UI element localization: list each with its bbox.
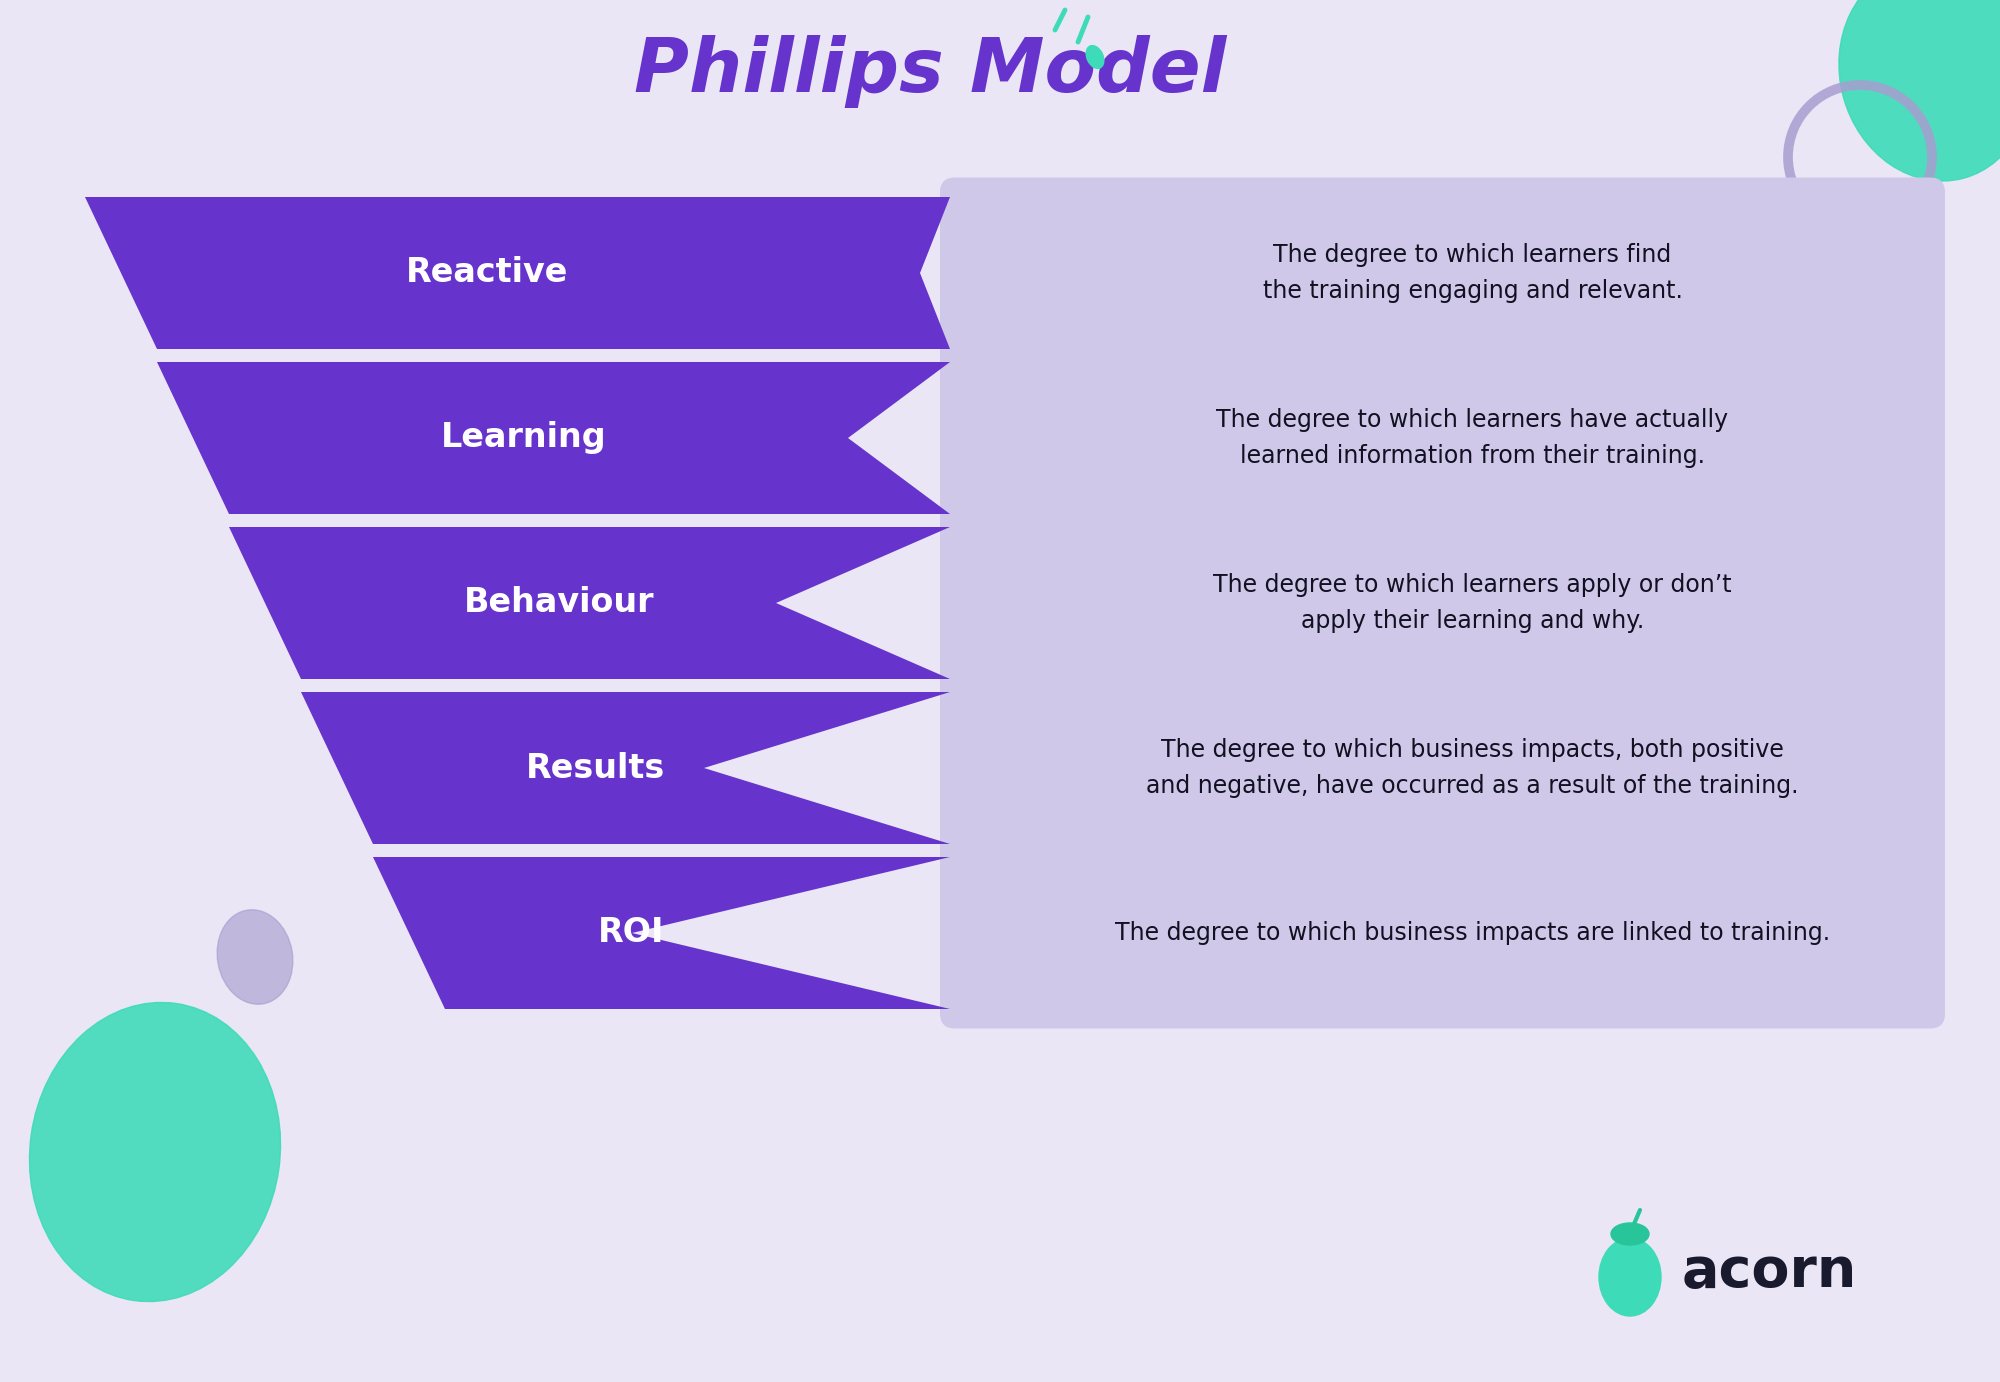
Ellipse shape bbox=[218, 909, 292, 1005]
Text: ROI: ROI bbox=[598, 916, 664, 949]
Polygon shape bbox=[84, 198, 950, 350]
Text: Learning: Learning bbox=[440, 422, 606, 455]
Polygon shape bbox=[156, 362, 950, 514]
Text: The degree to which business impacts, both positive
and negative, have occurred : The degree to which business impacts, bo… bbox=[1146, 738, 1798, 797]
Ellipse shape bbox=[30, 1002, 280, 1302]
Ellipse shape bbox=[1838, 0, 2000, 181]
FancyBboxPatch shape bbox=[940, 837, 1946, 1028]
Text: Phillips Model: Phillips Model bbox=[634, 36, 1226, 109]
FancyBboxPatch shape bbox=[940, 507, 1946, 698]
FancyBboxPatch shape bbox=[940, 343, 1946, 533]
Text: The degree to which learners apply or don’t
apply their learning and why.: The degree to which learners apply or do… bbox=[1214, 574, 1732, 633]
Ellipse shape bbox=[1086, 46, 1104, 68]
Polygon shape bbox=[372, 857, 950, 1009]
Ellipse shape bbox=[1600, 1238, 1660, 1316]
FancyBboxPatch shape bbox=[940, 177, 1946, 369]
Text: Reactive: Reactive bbox=[406, 257, 568, 289]
Polygon shape bbox=[228, 527, 950, 679]
Text: The degree to which learners find
the training engaging and relevant.: The degree to which learners find the tr… bbox=[1262, 243, 1682, 303]
Text: acorn: acorn bbox=[1682, 1245, 1858, 1299]
Text: Results: Results bbox=[526, 752, 666, 785]
Text: Behaviour: Behaviour bbox=[464, 586, 654, 619]
Ellipse shape bbox=[1612, 1223, 1648, 1245]
Text: The degree to which learners have actually
learned information from their traini: The degree to which learners have actual… bbox=[1216, 408, 1728, 467]
Polygon shape bbox=[300, 692, 950, 844]
FancyBboxPatch shape bbox=[940, 673, 1946, 864]
Text: The degree to which business impacts are linked to training.: The degree to which business impacts are… bbox=[1114, 920, 1830, 945]
